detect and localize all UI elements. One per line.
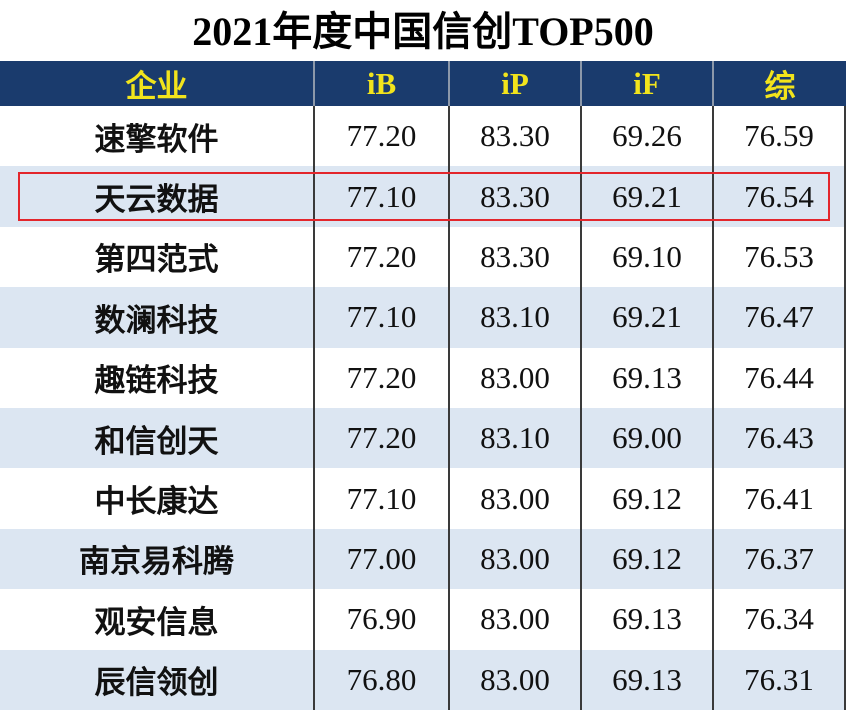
table-row: 天云数据 77.10 83.30 69.21 76.54 [0,166,846,227]
page-title: 2021年度中国信创TOP500 [192,9,654,54]
composite-score-cell: 76.53 [714,226,846,288]
composite-score-cell: 76.54 [714,166,846,227]
composite-score-cell: 76.37 [714,528,846,590]
ip-score-cell: 83.00 [450,528,582,590]
if-score-cell: 69.21 [582,287,714,348]
company-cell: 数澜科技 [0,287,315,348]
ip-score-cell: 83.30 [450,106,582,167]
table-row: 和信创天 77.20 83.10 69.00 76.43 [0,407,846,469]
table-row: 第四范式 77.20 83.30 69.10 76.53 [0,226,846,288]
ib-score-cell: 77.20 [315,407,450,469]
table-body: 速擎软件 77.20 83.30 69.26 76.59 天云数据 77.10 … [0,106,846,710]
ip-score-cell: 83.00 [450,347,582,408]
composite-score-cell: 76.31 [714,649,846,710]
table-row: 趣链科技 77.20 83.00 69.13 76.44 [0,347,846,408]
company-cell: 中长康达 [0,468,315,529]
ib-score-cell: 76.80 [315,649,450,710]
table-row: 速擎软件 77.20 83.30 69.26 76.59 [0,106,846,167]
header-cell-company: 企业 [0,61,315,106]
header-cell-if: iF [582,61,714,106]
composite-score-cell: 76.34 [714,589,846,650]
ranking-table: 企业 iB iP iF 综 速擎软件 77.20 83.30 69.26 76.… [0,61,846,710]
company-cell: 观安信息 [0,589,315,650]
ib-score-cell: 77.10 [315,468,450,529]
company-cell: 天云数据 [0,166,315,227]
header-cell-ib: iB [315,61,450,106]
table-row: 南京易科腾 77.00 83.00 69.12 76.37 [0,528,846,590]
if-score-cell: 69.10 [582,226,714,288]
if-score-cell: 69.13 [582,649,714,710]
ib-score-cell: 77.00 [315,528,450,590]
table-row: 数澜科技 77.10 83.10 69.21 76.47 [0,287,846,348]
ip-score-cell: 83.30 [450,226,582,288]
header-cell-ip: iP [450,61,582,106]
ib-score-cell: 77.20 [315,106,450,167]
ib-score-cell: 77.20 [315,347,450,408]
company-cell: 和信创天 [0,407,315,469]
company-cell: 趣链科技 [0,347,315,408]
ip-score-cell: 83.10 [450,407,582,469]
company-cell: 辰信领创 [0,649,315,710]
if-score-cell: 69.13 [582,589,714,650]
table-row: 中长康达 77.10 83.00 69.12 76.41 [0,468,846,529]
composite-score-cell: 76.44 [714,347,846,408]
company-cell: 速擎软件 [0,106,315,167]
if-score-cell: 69.21 [582,166,714,227]
ip-score-cell: 83.10 [450,287,582,348]
company-cell: 第四范式 [0,226,315,288]
if-score-cell: 69.13 [582,347,714,408]
ib-score-cell: 77.20 [315,226,450,288]
table-row: 观安信息 76.90 83.00 69.13 76.34 [0,589,846,650]
ib-score-cell: 77.10 [315,287,450,348]
composite-score-cell: 76.59 [714,106,846,167]
company-cell: 南京易科腾 [0,528,315,590]
if-score-cell: 69.12 [582,468,714,529]
ip-score-cell: 83.00 [450,649,582,710]
if-score-cell: 69.26 [582,106,714,167]
composite-score-cell: 76.41 [714,468,846,529]
ib-score-cell: 77.10 [315,166,450,227]
ip-score-cell: 83.00 [450,468,582,529]
table-header: 企业 iB iP iF 综 [0,61,846,106]
ib-score-cell: 76.90 [315,589,450,650]
if-score-cell: 69.12 [582,528,714,590]
ip-score-cell: 83.00 [450,589,582,650]
header-cell-composite: 综 [764,69,796,104]
composite-score-cell: 76.43 [714,407,846,469]
ip-score-cell: 83.30 [450,166,582,227]
table-row: 辰信领创 76.80 83.00 69.13 76.31 [0,649,846,710]
composite-score-cell: 76.47 [714,287,846,348]
if-score-cell: 69.00 [582,407,714,469]
